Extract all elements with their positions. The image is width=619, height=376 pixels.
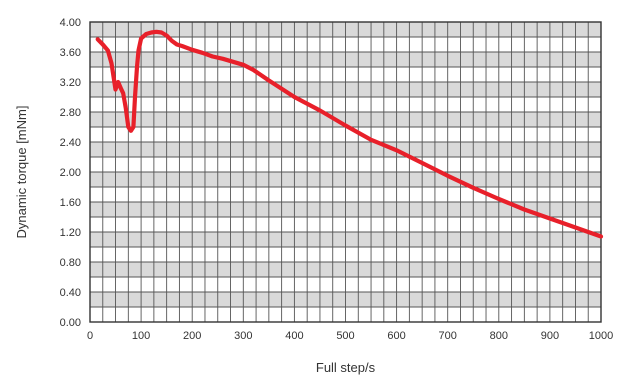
y-tick-label: 3.60 <box>60 47 81 59</box>
x-tick-label: 100 <box>132 330 150 342</box>
y-tick-label: 3.20 <box>60 77 81 89</box>
y-tick-label: 1.20 <box>60 227 81 239</box>
y-tick-label: 0.40 <box>60 287 81 299</box>
grid-lines <box>89 21 602 323</box>
y-tick-label: 0.80 <box>60 257 81 269</box>
y-tick-labels: 0.00 0.40 0.80 1.20 1.60 2.00 2.40 2.80 3.20 3.60… <box>60 17 81 329</box>
x-tick-label: 0 <box>87 330 93 342</box>
y-tick-label: 0.00 <box>60 317 81 329</box>
series-layer <box>95 29 604 239</box>
y-tick-label: 4.00 <box>60 17 81 29</box>
y-tick-label: 1.60 <box>60 197 81 209</box>
x-tick-label: 700 <box>439 330 457 342</box>
torque-series-line <box>95 29 604 239</box>
y-tick-label: 2.00 <box>60 167 81 179</box>
plot-frame <box>89 21 602 323</box>
y-tick-label: 2.40 <box>60 137 81 149</box>
y-axis-label: Dynamic torque [mNm] <box>14 106 29 239</box>
x-axis-label: Full step/s <box>316 360 376 375</box>
y-tick-label: 2.80 <box>60 107 81 119</box>
x-tick-label: 600 <box>387 330 405 342</box>
x-tick-label: 800 <box>490 330 508 342</box>
x-tick-label: 300 <box>234 330 252 342</box>
x-tick-label: 900 <box>541 330 559 342</box>
x-tick-label: 500 <box>336 330 354 342</box>
x-tick-label: 400 <box>285 330 303 342</box>
x-tick-label: 200 <box>183 330 201 342</box>
x-tick-label: 1000 <box>589 330 613 342</box>
x-tick-labels: 0 100 200 300 400 500 600 700 800 900 1000 <box>87 330 613 342</box>
